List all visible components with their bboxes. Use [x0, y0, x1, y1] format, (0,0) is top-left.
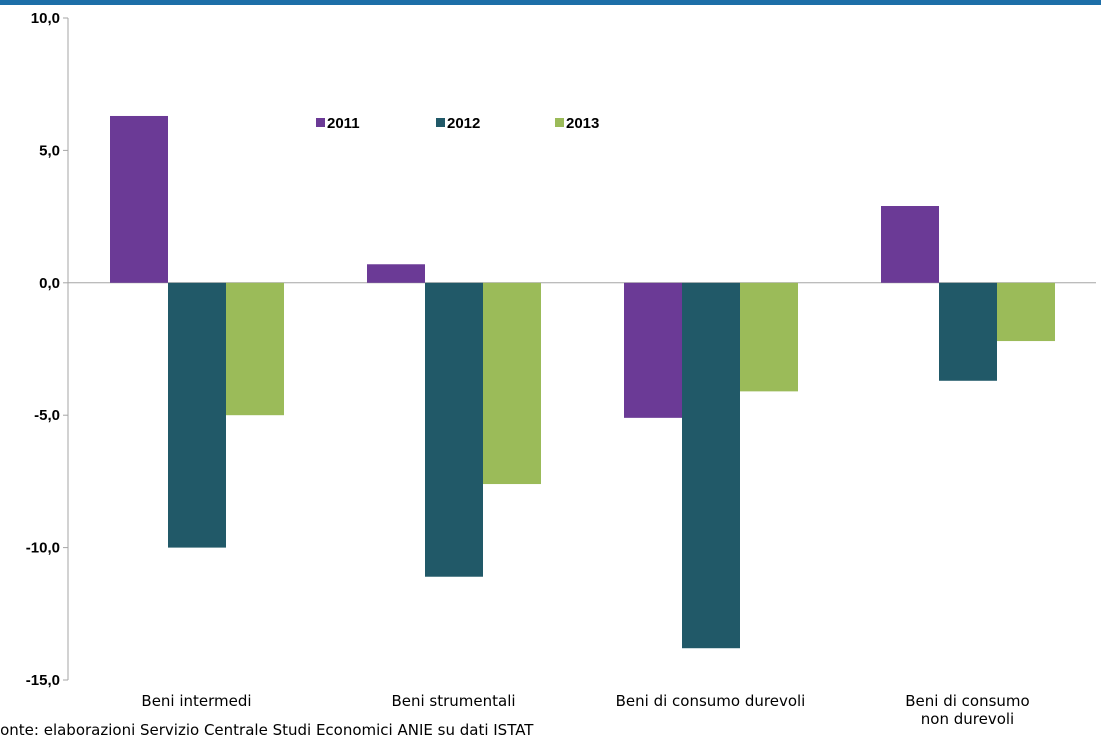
legend-label-2013: 2013 — [566, 115, 599, 132]
bar-2012-3 — [939, 282, 997, 381]
bar-2012-0 — [168, 282, 226, 548]
bar-2011-0 — [110, 115, 168, 283]
legend-swatch-2013 — [555, 118, 564, 127]
top-rule — [0, 0, 1101, 5]
category-label: Beni di consumo — [905, 692, 1029, 710]
y-tick-label: 10,0 — [31, 10, 60, 27]
legend-label-2011: 2011 — [327, 115, 360, 132]
bar-2013-0 — [226, 282, 284, 416]
legend-swatch-2012 — [436, 118, 445, 127]
category-label: Beni strumentali — [391, 692, 515, 710]
bar-2011-1 — [367, 264, 425, 283]
bar-2011-3 — [881, 206, 939, 283]
source-note: Fonte: elaborazioni Servizio Centrale St… — [0, 721, 534, 739]
bar-2013-1 — [483, 282, 541, 485]
category-label: Beni intermedi — [141, 692, 251, 710]
category-label: Beni di consumo durevoli — [616, 692, 806, 710]
bar-2012-2 — [682, 282, 740, 649]
bar-2011-2 — [624, 282, 682, 418]
bar-2013-3 — [997, 282, 1055, 342]
y-tick-label: -15,0 — [26, 672, 60, 689]
bar-2012-1 — [425, 282, 483, 577]
legend-swatch-2011 — [316, 118, 325, 127]
y-tick-label: 5,0 — [39, 142, 60, 159]
y-tick-label: 0,0 — [39, 275, 60, 292]
y-tick-label: -10,0 — [26, 540, 60, 557]
legend-label-2012: 2012 — [447, 115, 480, 132]
y-tick-label: -5,0 — [34, 407, 60, 424]
category-label: non durevoli — [921, 710, 1014, 728]
bar-2013-2 — [740, 282, 798, 392]
